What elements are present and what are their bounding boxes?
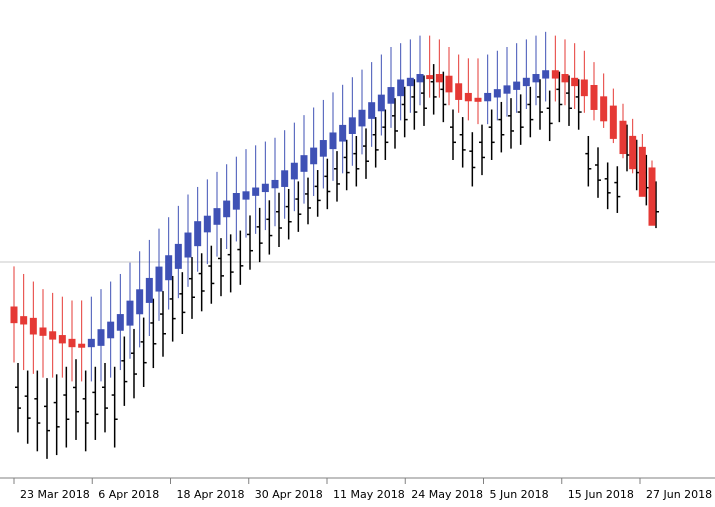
candle-body	[648, 167, 656, 226]
candle-body	[358, 109, 366, 127]
candle-body	[339, 124, 347, 142]
candle-body	[155, 266, 163, 292]
x-tick-label: 23 Mar 2018	[20, 488, 90, 501]
candle-body	[551, 70, 559, 79]
candle-body	[542, 70, 550, 79]
candle-body	[242, 191, 250, 200]
candle-body	[107, 321, 115, 339]
candle-body	[609, 105, 617, 139]
candle-body	[397, 79, 405, 97]
candle-body	[406, 77, 414, 87]
candle-body	[310, 147, 318, 165]
candle-body	[20, 316, 28, 325]
candle-body	[319, 140, 327, 157]
candle-body	[377, 94, 385, 112]
candle-body	[49, 331, 57, 340]
candle-body	[29, 317, 37, 335]
x-tick-label: 18 Apr 2018	[177, 488, 245, 501]
x-tick-label: 30 Apr 2018	[255, 488, 323, 501]
candle-body	[590, 84, 598, 110]
candle-body	[252, 187, 260, 196]
x-tick-label: 27 Jun 2018	[646, 488, 712, 501]
candle-body	[426, 75, 434, 80]
candle-body	[493, 89, 501, 98]
candle-body	[87, 338, 95, 348]
candle-body	[503, 85, 511, 94]
candle-body	[513, 81, 521, 90]
candle-body	[174, 243, 182, 269]
candle-body	[232, 193, 240, 210]
candle-body	[619, 120, 627, 155]
candle-body	[638, 146, 646, 197]
candle-body	[136, 289, 144, 315]
candle-body	[39, 327, 47, 336]
x-axis: 23 Mar 2018 6 Apr 2018 18 Apr 2018 30 Apr 2…	[13, 478, 712, 501]
candle-body	[300, 155, 308, 172]
x-tick-label: 15 Jun 2018	[568, 488, 634, 501]
candle-body	[561, 74, 569, 83]
candle-body	[281, 170, 289, 187]
candle-body	[194, 221, 202, 247]
candle-body	[522, 77, 530, 87]
candle-body	[223, 200, 231, 218]
candle-body	[484, 92, 492, 102]
candle-body	[261, 183, 269, 193]
candle-body	[445, 75, 453, 93]
candle-body	[464, 92, 472, 102]
candle-body	[126, 300, 134, 326]
x-tick-label: 24 May 2018	[411, 488, 483, 501]
candle-body	[203, 215, 211, 233]
candle-body	[290, 162, 298, 180]
candle-body	[368, 102, 376, 119]
candle-body	[58, 335, 66, 344]
candle-body	[474, 97, 482, 102]
candle-body	[78, 343, 86, 348]
candle-body	[165, 255, 173, 281]
candle-body	[213, 208, 221, 225]
candle-body	[532, 74, 540, 83]
x-tick-label: 11 May 2018	[333, 488, 405, 501]
candle-body	[455, 83, 463, 100]
candle-body	[600, 96, 608, 122]
smoothed-candles	[10, 31, 656, 382]
candle-body	[387, 87, 395, 104]
price-bars	[15, 64, 659, 459]
candle-body	[348, 117, 356, 134]
candle-body	[10, 306, 18, 324]
candle-body	[435, 74, 443, 83]
candle-body	[68, 338, 76, 348]
candle-body	[145, 277, 153, 303]
candle-body	[580, 79, 588, 97]
candle-body	[416, 74, 424, 83]
candle-body	[184, 232, 192, 258]
x-tick-label: 6 Apr 2018	[98, 488, 159, 501]
candle-body	[271, 179, 279, 189]
candle-body	[97, 329, 105, 346]
candle-body	[329, 132, 337, 150]
candle-body	[571, 77, 579, 87]
candle-body	[629, 135, 637, 170]
x-tick-label: 5 Jun 2018	[490, 488, 549, 501]
candle-body	[116, 314, 124, 331]
